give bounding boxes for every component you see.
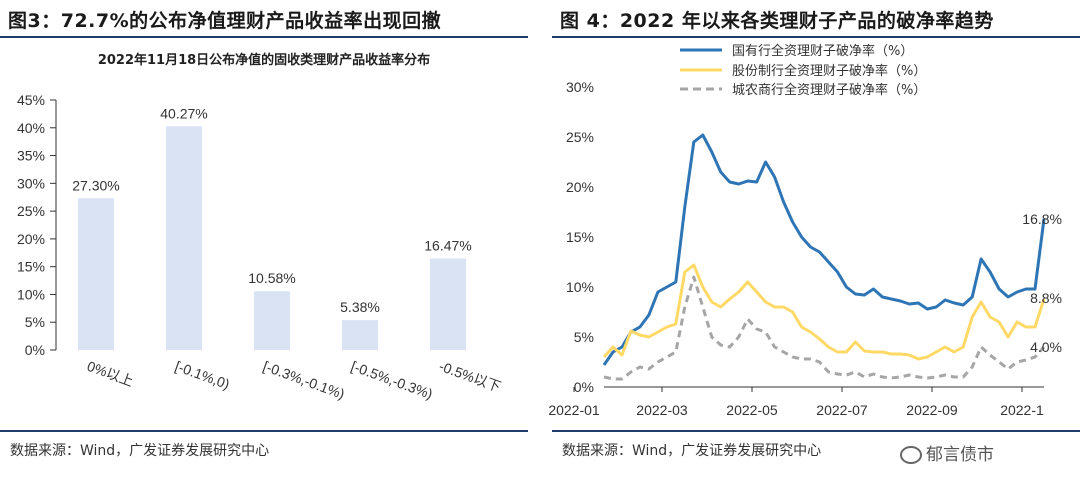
right-bottom-rule bbox=[552, 430, 1080, 432]
left-figure-panel: 图3：72.7%的公布净值理财产品收益率出现回撤 2022年11月18日公布净值… bbox=[0, 0, 528, 489]
right-figure-title: 图 4：2022 年以来各类理财子产品的破净率趋势 bbox=[560, 10, 994, 32]
x-tick-label: 2022-09 bbox=[906, 402, 958, 418]
bar-chart: 2022年11月18日公布净值的固收类理财产品收益率分布 0% 5% 10% 15% 20… bbox=[17, 52, 503, 402]
watermark: 郁言债市 bbox=[900, 440, 994, 465]
bar bbox=[78, 198, 114, 350]
y-tick-label: 0% bbox=[574, 379, 594, 395]
x-tick-label: 2022-05 bbox=[726, 402, 778, 418]
x-tick-label: 2022-01 bbox=[548, 402, 600, 418]
left-figure-title: 图3：72.7%的公布净值理财产品收益率出现回撤 bbox=[8, 10, 442, 32]
bar bbox=[430, 258, 466, 350]
left-top-rule bbox=[0, 36, 528, 38]
wechat-icon bbox=[900, 446, 922, 464]
x-category-label: -0.5%以下 bbox=[437, 358, 503, 395]
series-line bbox=[603, 275, 1046, 381]
x-category-label: [-0.3%,-0.1%) bbox=[261, 358, 347, 402]
legend-label: 股份制行全资理财子破净率（%） bbox=[732, 63, 926, 79]
x-category-label: 0%以上 bbox=[85, 358, 136, 390]
series-line bbox=[602, 133, 1046, 366]
bar-value-label: 40.27% bbox=[160, 105, 207, 121]
series-line bbox=[602, 263, 1046, 361]
series-end-label: 16.8% bbox=[1022, 211, 1062, 227]
bar-value-label: 27.30% bbox=[72, 177, 119, 193]
bar-value-label: 16.47% bbox=[424, 238, 471, 254]
bar bbox=[254, 291, 290, 350]
y-tick-label: 15% bbox=[17, 259, 45, 275]
left-bottom-rule bbox=[0, 430, 528, 432]
y-tick-label: 25% bbox=[566, 129, 594, 145]
y-tick-label: 30% bbox=[17, 175, 45, 191]
y-tick-label: 45% bbox=[17, 92, 45, 108]
x-category-label: [-0.1%,0) bbox=[173, 358, 232, 392]
legend-label: 城农商行全资理财子破净率（%） bbox=[732, 82, 926, 98]
x-category-label: [-0.5%,-0.3%) bbox=[349, 358, 435, 402]
right-top-rule bbox=[552, 36, 1080, 38]
bar-value-label: 10.58% bbox=[248, 270, 295, 286]
y-tick-label: 20% bbox=[17, 231, 45, 247]
y-tick-label: 5% bbox=[574, 329, 594, 345]
series-end-label: 8.8% bbox=[1030, 290, 1062, 306]
line-chart: 0% 5% 10% 15% 20% 25% 30% 2022-01 2022-03 2022-05… bbox=[548, 43, 1062, 418]
watermark-text: 郁言债市 bbox=[926, 445, 994, 465]
legend-label: 国有行全资理财子破净率（%） bbox=[732, 43, 913, 59]
y-tick-label: 5% bbox=[25, 314, 45, 330]
bar bbox=[166, 126, 202, 351]
y-tick-label: 30% bbox=[566, 79, 594, 95]
y-tick-label: 25% bbox=[17, 203, 45, 219]
series-end-label: 4.0% bbox=[1030, 339, 1062, 355]
y-tick-label: 10% bbox=[17, 286, 45, 302]
right-figure-panel: 图 4：2022 年以来各类理财子产品的破净率趋势 0% 5% 10% 15% 20% 2… bbox=[548, 0, 1080, 489]
y-tick-label: 20% bbox=[566, 179, 594, 195]
y-tick-label: 40% bbox=[17, 120, 45, 136]
y-tick-label: 15% bbox=[566, 229, 594, 245]
x-tick-label: 2022-1 bbox=[1000, 402, 1044, 418]
x-tick-label: 2022-03 bbox=[636, 402, 688, 418]
y-tick-label: 10% bbox=[566, 279, 594, 295]
y-tick-label: 35% bbox=[17, 148, 45, 164]
bar-chart-subtitle: 2022年11月18日公布净值的固收类理财产品收益率分布 bbox=[98, 52, 430, 68]
right-source-note: 数据来源：Wind，广发证券发展研究中心 bbox=[562, 443, 822, 459]
x-tick-label: 2022-07 bbox=[816, 402, 868, 418]
y-tick-label: 0% bbox=[25, 342, 45, 358]
left-source-note: 数据来源：Wind，广发证券发展研究中心 bbox=[10, 443, 270, 459]
bar-value-label: 5.38% bbox=[340, 299, 380, 315]
bar bbox=[342, 320, 378, 350]
